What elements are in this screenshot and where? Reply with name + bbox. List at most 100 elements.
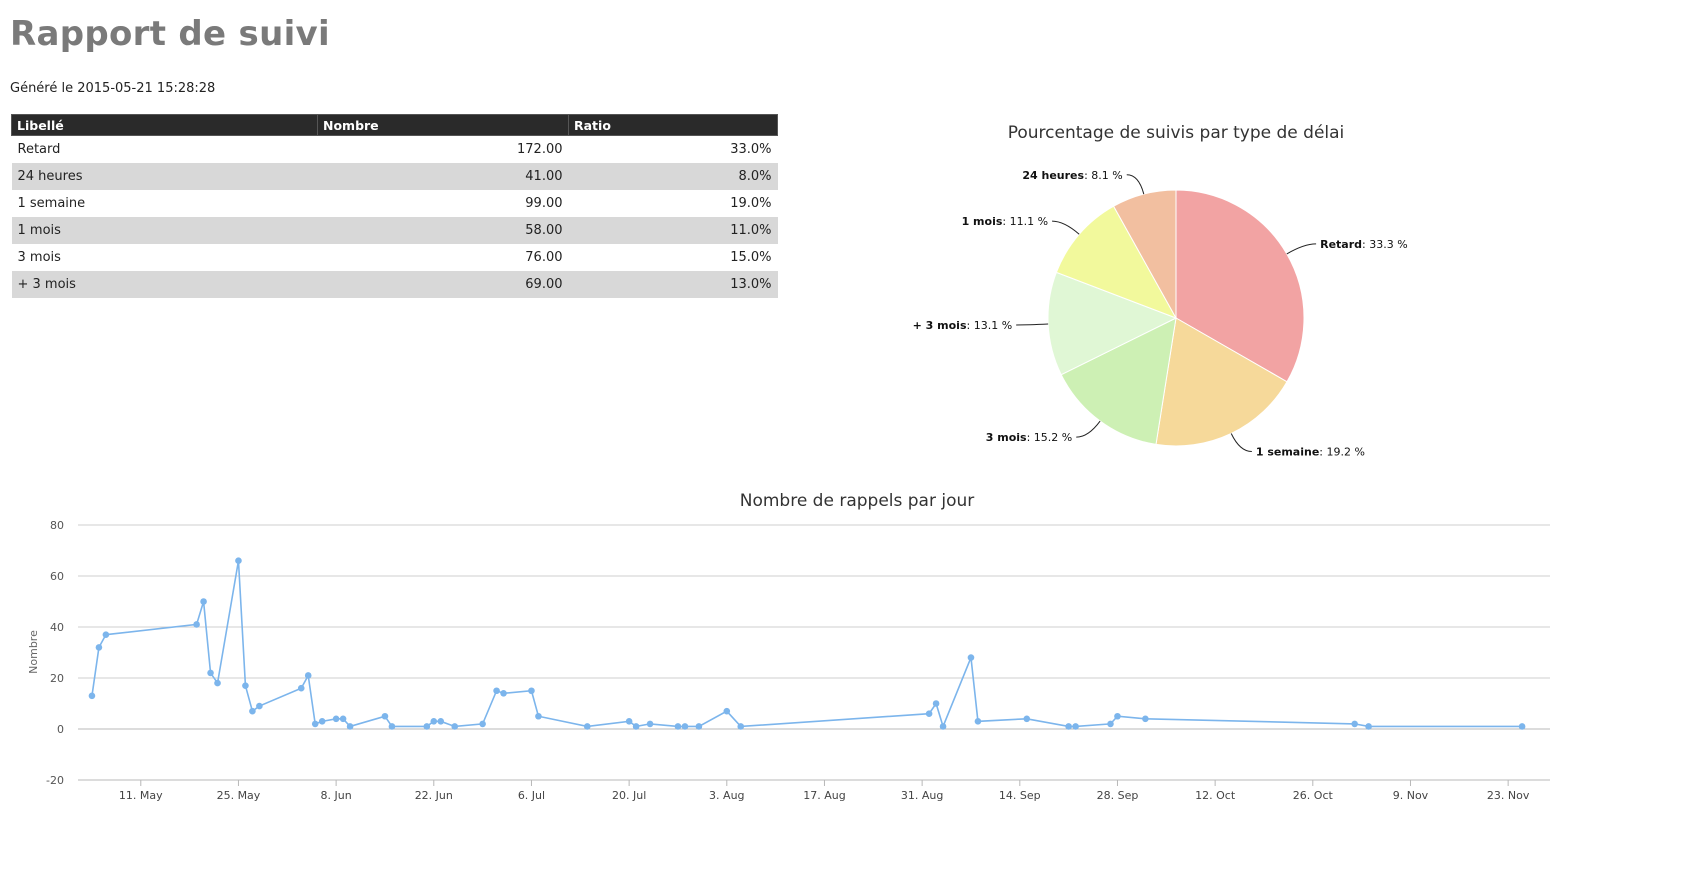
cell-libelle: 24 heures	[11, 163, 318, 190]
x-tick-label: 14. Sep	[999, 789, 1041, 802]
column-header-libelle: Libellé	[11, 114, 318, 136]
cell-nombre: 58.00	[317, 217, 569, 244]
pie-connector	[1286, 243, 1317, 255]
data-point[interactable]	[632, 723, 640, 730]
x-tick-label: 23. Nov	[1487, 789, 1530, 802]
data-point[interactable]	[500, 690, 507, 697]
data-point[interactable]	[646, 720, 654, 728]
data-point[interactable]	[1518, 723, 1526, 730]
data-point[interactable]	[695, 723, 703, 730]
pie-slice[interactable]	[1155, 317, 1288, 447]
pie-connector	[1052, 220, 1080, 235]
pie-slice[interactable]	[1112, 189, 1177, 320]
x-tick-label: 22. Jun	[415, 789, 453, 802]
pie-connector	[1230, 433, 1252, 453]
cell-ratio: 8.0%	[568, 163, 778, 190]
data-point[interactable]	[674, 723, 682, 730]
data-point[interactable]	[1107, 720, 1114, 728]
pie-connector	[1076, 420, 1101, 438]
data-point[interactable]	[346, 723, 354, 730]
data-point[interactable]	[939, 723, 947, 730]
data-point[interactable]	[339, 715, 347, 723]
y-tick-label: 60	[50, 570, 64, 583]
data-point[interactable]	[925, 710, 933, 717]
pie-slice[interactable]	[1060, 317, 1177, 445]
data-point[interactable]	[381, 712, 389, 720]
column-header-nombre: Nombre	[317, 114, 569, 136]
data-point[interactable]	[1023, 715, 1031, 723]
generated-timestamp: Généré le 2015-05-21 15:28:28	[10, 81, 216, 96]
data-point[interactable]	[723, 707, 731, 715]
data-point[interactable]	[388, 723, 396, 730]
pie-connector	[1016, 323, 1049, 326]
x-tick-label: 31. Aug	[901, 789, 943, 802]
data-point[interactable]	[430, 718, 438, 725]
cell-ratio: 15.0%	[568, 244, 778, 271]
pie-connector	[1126, 174, 1145, 195]
data-point[interactable]	[193, 621, 200, 628]
data-point[interactable]	[318, 718, 326, 725]
pie-slice[interactable]	[1047, 271, 1178, 376]
cell-nombre: 99.00	[317, 190, 569, 217]
data-point[interactable]	[967, 654, 975, 661]
table-row: 1 mois 58.00 11.0%	[11, 217, 778, 244]
data-point[interactable]	[95, 644, 103, 651]
data-point[interactable]	[332, 715, 340, 723]
y-tick-label: 0	[57, 723, 64, 736]
data-point[interactable]	[297, 684, 305, 692]
data-point[interactable]	[1065, 723, 1072, 730]
data-point[interactable]	[583, 723, 591, 730]
stats-table: Libellé Nombre Ratio Retard 172.00 33.0%…	[11, 114, 778, 298]
data-point[interactable]	[249, 707, 256, 715]
data-point[interactable]	[528, 687, 535, 695]
data-point[interactable]	[200, 598, 207, 605]
x-tick-label: 9. Nov	[1393, 789, 1429, 802]
x-tick-label: 6. Jul	[518, 789, 545, 802]
data-point[interactable]	[437, 718, 445, 725]
data-point[interactable]	[207, 669, 214, 677]
cell-ratio: 13.0%	[568, 271, 778, 298]
y-tick-label: -20	[46, 774, 64, 787]
table-row: 24 heures 41.00 8.0%	[11, 163, 778, 190]
cell-libelle: 3 mois	[11, 244, 318, 271]
data-point[interactable]	[1142, 715, 1149, 723]
data-point[interactable]	[1072, 723, 1079, 730]
data-point[interactable]	[88, 692, 96, 700]
cell-ratio: 19.0%	[568, 190, 778, 217]
data-point[interactable]	[1114, 712, 1121, 720]
data-point[interactable]	[1351, 720, 1358, 728]
data-point[interactable]	[242, 682, 249, 689]
data-point[interactable]	[932, 700, 940, 707]
data-point[interactable]	[625, 718, 633, 725]
pie-chart-title: Pourcentage de suivis par type de délai	[1008, 123, 1345, 143]
cell-libelle: 1 mois	[11, 217, 318, 244]
cell-nombre: 76.00	[317, 244, 569, 271]
data-point[interactable]	[311, 720, 319, 728]
pie-slice[interactable]	[1055, 205, 1178, 319]
data-point[interactable]	[681, 723, 689, 730]
data-point[interactable]	[1365, 723, 1372, 730]
pie-chart: Pourcentage de suivis par type de délai …	[913, 123, 1408, 459]
data-point[interactable]	[214, 679, 221, 687]
pie-slice[interactable]	[1175, 189, 1305, 383]
line-chart-title: Nombre de rappels par jour	[740, 491, 975, 511]
data-point[interactable]	[974, 718, 982, 725]
data-point[interactable]	[451, 723, 459, 730]
data-point[interactable]	[304, 672, 312, 679]
pie-data-label: 1 mois: 11.1 %	[962, 215, 1048, 228]
data-point[interactable]	[235, 557, 242, 564]
data-point[interactable]	[737, 723, 745, 730]
cell-libelle: + 3 mois	[11, 271, 318, 298]
pie-data-label: 3 mois: 15.2 %	[986, 431, 1072, 444]
data-point[interactable]	[256, 702, 263, 710]
pie-data-label: + 3 mois: 13.1 %	[913, 319, 1013, 332]
data-point[interactable]	[479, 720, 486, 728]
y-tick-label: 80	[50, 519, 64, 532]
pie-data-label: Retard: 33.3 %	[1320, 238, 1408, 251]
series-line	[91, 560, 1523, 729]
data-point[interactable]	[493, 687, 500, 695]
x-tick-label: 25. May	[217, 789, 261, 802]
data-point[interactable]	[102, 631, 110, 638]
data-point[interactable]	[535, 712, 542, 720]
data-point[interactable]	[423, 723, 431, 730]
